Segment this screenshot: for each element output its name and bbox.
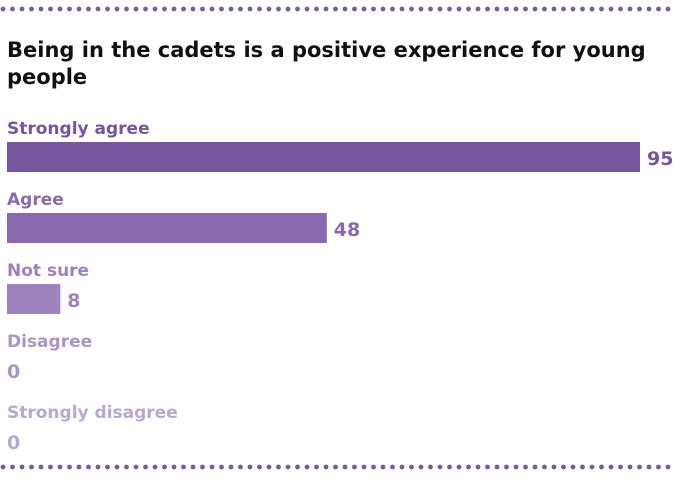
bar [7,284,61,314]
category-label: Disagree [7,332,92,352]
chart-title-line-2: people [7,65,87,89]
value-label: 0 [7,361,20,383]
category-label: Strongly agree [7,119,150,139]
bottom-dotted-divider [0,464,671,470]
value-label: 95 [647,148,673,170]
value-label: 48 [334,219,360,241]
chart-title-line-1: Being in the cadets is a positive experi… [7,38,646,62]
top-dotted-divider [0,6,671,12]
category-label: Agree [7,190,64,210]
category-label: Strongly disagree [7,403,178,423]
bar [7,213,327,243]
value-label: 0 [7,432,20,454]
bar [7,142,640,172]
value-label: 8 [67,290,80,312]
category-label: Not sure [7,261,89,281]
bars-group: Strongly agree 95 Agree 48 Not sure 8 Disagree… [7,119,673,454]
